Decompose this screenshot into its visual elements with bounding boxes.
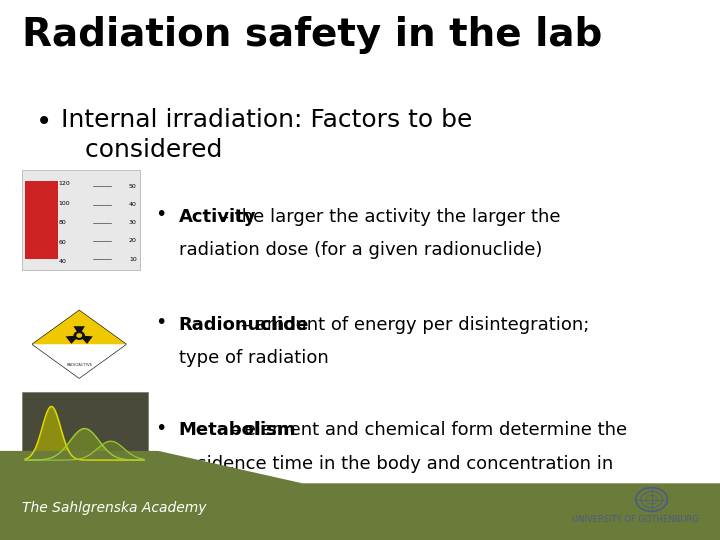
Text: 50: 50 (129, 184, 137, 189)
Circle shape (74, 332, 84, 339)
Text: •: • (155, 205, 166, 224)
Text: 40: 40 (58, 259, 66, 265)
Polygon shape (32, 345, 126, 378)
Text: 10: 10 (129, 256, 137, 262)
Text: UNIVERSITY OF GOTHENBURG: UNIVERSITY OF GOTHENBURG (572, 515, 698, 524)
Circle shape (77, 334, 81, 337)
Text: Radionuclide: Radionuclide (179, 316, 309, 334)
Text: 80: 80 (58, 220, 66, 225)
Bar (22, 460, 148, 470)
Text: The Sahlgrenska Academy: The Sahlgrenska Academy (22, 501, 206, 515)
Text: Radiation safety in the lab: Radiation safety in the lab (22, 16, 602, 54)
Text: •: • (36, 108, 53, 136)
Text: 60: 60 (58, 240, 66, 245)
Polygon shape (66, 336, 77, 344)
Text: 120: 120 (58, 181, 71, 186)
Text: Internal irradiation: Factors to be
   considered: Internal irradiation: Factors to be cons… (61, 108, 472, 161)
Bar (25, 181, 58, 259)
Text: type of radiation: type of radiation (179, 349, 328, 367)
Bar (22, 170, 140, 270)
Polygon shape (73, 326, 85, 333)
Text: Metabolism: Metabolism (179, 421, 296, 439)
Text: 20: 20 (129, 239, 137, 244)
Text: residence time in the body and concentration in: residence time in the body and concentra… (179, 455, 613, 472)
Polygon shape (32, 310, 126, 345)
Text: radiation dose (for a given radionuclide): radiation dose (for a given radionuclide… (179, 241, 542, 259)
Text: RADIOACTIVE: RADIOACTIVE (66, 362, 92, 367)
Text: organs: organs (179, 488, 240, 506)
Text: – amount of energy per disintegration;: – amount of energy per disintegration; (240, 316, 589, 334)
Bar (22, 392, 148, 470)
Polygon shape (0, 451, 720, 540)
Text: •: • (155, 418, 166, 437)
Text: Activity: Activity (179, 208, 256, 226)
Text: 40: 40 (129, 202, 137, 207)
Text: 100: 100 (58, 201, 70, 206)
Text: – the larger the activity the larger the: – the larger the activity the larger the (220, 208, 561, 226)
Text: – element and chemical form determine the: – element and chemical form determine th… (230, 421, 628, 439)
Polygon shape (32, 310, 126, 378)
Text: •: • (155, 313, 166, 332)
Polygon shape (81, 336, 93, 344)
Text: 30: 30 (129, 220, 137, 225)
